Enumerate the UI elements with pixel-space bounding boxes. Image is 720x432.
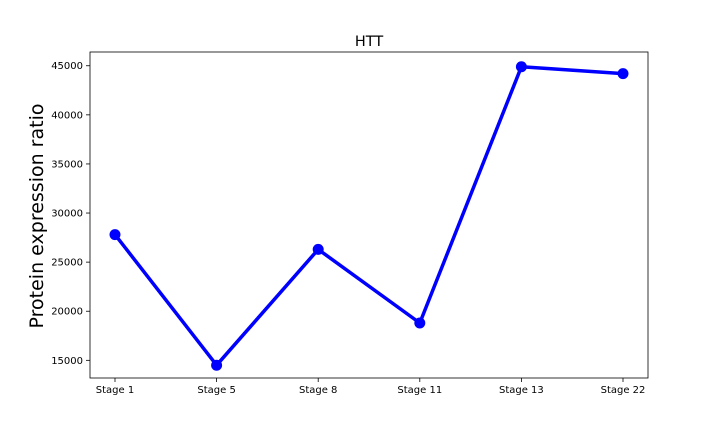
x-tick-label: Stage 22 bbox=[601, 385, 646, 396]
x-tick-label: Stage 13 bbox=[499, 385, 544, 396]
series-line bbox=[113, 64, 624, 367]
y-tick-label: 40000 bbox=[51, 110, 83, 121]
chart-title: HTT bbox=[355, 34, 384, 50]
data-point bbox=[211, 359, 223, 371]
data-point bbox=[414, 317, 426, 329]
y-tick-label: 30000 bbox=[51, 209, 83, 220]
data-point bbox=[109, 229, 121, 241]
x-tick-label: Stage 5 bbox=[197, 385, 235, 396]
x-tick-label: Stage 1 bbox=[96, 385, 134, 396]
plot-area: 15000 20000 25000 30000 35000 40000 45000 Stage… bbox=[51, 51, 649, 396]
y-tick-label: 15000 bbox=[51, 356, 83, 367]
y-tick-label: 35000 bbox=[51, 159, 83, 170]
y-axis-label: Protein expression ratio bbox=[26, 104, 48, 329]
axes-frame bbox=[89, 51, 649, 379]
y-tick-label: 45000 bbox=[51, 61, 83, 72]
data-point bbox=[617, 68, 629, 80]
x-tick-label: Stage 11 bbox=[397, 385, 442, 396]
x-tick-label: Stage 8 bbox=[299, 385, 337, 396]
y-tick-label: 25000 bbox=[51, 258, 83, 269]
data-point bbox=[515, 61, 527, 73]
y-tick-label: 20000 bbox=[51, 307, 83, 318]
data-point bbox=[312, 243, 324, 255]
